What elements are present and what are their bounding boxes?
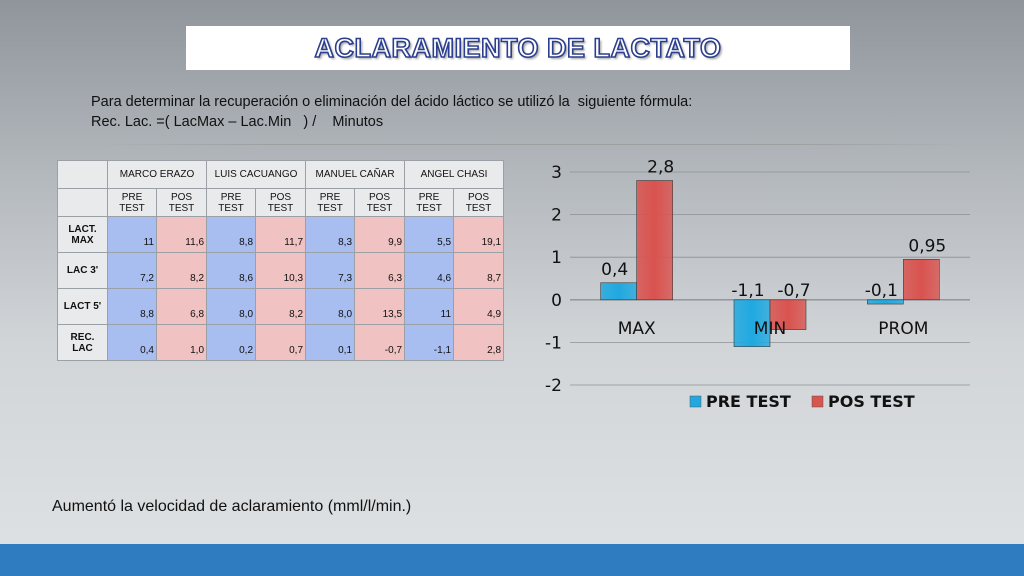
subheader-pre: PRE TEST xyxy=(206,188,257,217)
table-cell: 4,6 xyxy=(404,252,455,289)
subheader-pre: PRE TEST xyxy=(305,188,356,217)
athlete-header: ANGEL CHASI xyxy=(404,160,505,189)
category-label: MIN xyxy=(754,319,786,339)
category-label: MAX xyxy=(618,319,656,339)
table-cell: 0,7 xyxy=(255,324,307,361)
formula-line-1: Para determinar la recuperación o elimin… xyxy=(91,94,693,110)
data-label: -0,7 xyxy=(777,281,810,301)
legend-swatch xyxy=(811,395,824,408)
athlete-header: MARCO ERAZO xyxy=(106,160,208,189)
table-cell: 2,8 xyxy=(453,324,505,361)
table-cell: 8,0 xyxy=(305,288,356,325)
athlete-header: MANUEL CAÑAR xyxy=(305,160,406,189)
formula-text: Para determinar la recuperación o elimin… xyxy=(91,92,692,132)
row-label: LACT. MAX xyxy=(57,216,108,253)
table-cell: 8,7 xyxy=(453,252,505,289)
data-label: 2,8 xyxy=(647,158,674,178)
subheader-pos: POS TEST xyxy=(354,188,406,217)
row-label: LAC 3' xyxy=(57,252,108,289)
legend-swatch xyxy=(689,395,702,408)
lactate-table: MARCO ERAZO LUIS CACUANGO MANUEL CAÑAR A… xyxy=(57,160,505,361)
table-cell: 1,0 xyxy=(155,324,208,361)
bottom-bar xyxy=(0,544,1024,576)
data-label: -0,1 xyxy=(865,281,898,301)
table-cell: -0,7 xyxy=(354,324,406,361)
table-cell: 6,3 xyxy=(354,252,406,289)
table-cell: 19,1 xyxy=(453,216,505,253)
subheader-pos: POS TEST xyxy=(155,188,208,217)
table-cell: 4,9 xyxy=(453,288,505,325)
bar-pos-test xyxy=(769,299,807,330)
table-cell: 0,4 xyxy=(107,324,157,361)
row-label: LACT 5' xyxy=(57,288,108,325)
y-tick-label: 2 xyxy=(551,206,562,226)
table-cell: -1,1 xyxy=(404,324,455,361)
table-cell: 8,8 xyxy=(206,216,257,253)
table-cell: 8,6 xyxy=(206,252,257,289)
table-cell: 11 xyxy=(404,288,455,325)
subheader-pos: POS TEST xyxy=(453,188,505,217)
table-row: REC. LAC 0,4 1,0 0,2 0,7 0,1 -0,7 -1,1 2… xyxy=(57,324,505,361)
table-cell: 8,2 xyxy=(155,252,208,289)
table-cell: 8,3 xyxy=(305,216,356,253)
table-header-row: MARCO ERAZO LUIS CACUANGO MANUEL CAÑAR A… xyxy=(57,160,505,189)
bar-pos-test xyxy=(903,259,940,301)
data-label: 0,95 xyxy=(908,236,946,256)
y-tick-label: -1 xyxy=(545,333,562,353)
y-tick-label: -2 xyxy=(545,376,562,396)
subheader-pre: PRE TEST xyxy=(107,188,157,217)
table-cell: 10,3 xyxy=(255,252,307,289)
table-corner xyxy=(57,188,108,217)
athlete-header: LUIS CACUANGO xyxy=(206,160,307,189)
table-cell: 6,8 xyxy=(155,288,208,325)
table-cell: 8,0 xyxy=(206,288,257,325)
y-tick-label: 0 xyxy=(551,291,562,311)
table-cell: 11,6 xyxy=(155,216,208,253)
bar-pre-test xyxy=(600,282,637,301)
table-cell: 0,2 xyxy=(206,324,257,361)
y-tick-label: 1 xyxy=(551,248,562,268)
table-cell: 5,5 xyxy=(404,216,455,253)
category-label: PROM xyxy=(878,319,928,339)
legend-label: POS TEST xyxy=(828,392,915,411)
slide-title: ACLARAMIENTO DE LACTATO xyxy=(314,32,722,64)
table-cell: 13,5 xyxy=(354,288,406,325)
bar-pre-test xyxy=(733,299,771,347)
bar-pre-test xyxy=(867,299,904,305)
table-cell: 7,3 xyxy=(305,252,356,289)
table-row: LAC 3' 7,2 8,2 8,6 10,3 7,3 6,3 4,6 8,7 xyxy=(57,252,505,289)
data-label: -1,1 xyxy=(731,281,764,301)
subheader-pos: POS TEST xyxy=(255,188,307,217)
table-cell: 11 xyxy=(107,216,157,253)
table-corner xyxy=(57,160,108,189)
formula-line-2: Rec. Lac. =( LacMax – Lac.Min ) / Minuto… xyxy=(91,114,384,130)
table-row: LACT 5' 8,8 6,8 8,0 8,2 8,0 13,5 11 4,9 xyxy=(57,288,505,325)
table-cell: 8,8 xyxy=(107,288,157,325)
table-row: LACT. MAX 11 11,6 8,8 11,7 8,3 9,9 5,5 1… xyxy=(57,216,505,253)
title-box: ACLARAMIENTO DE LACTATO xyxy=(186,26,850,70)
footer-note: Aumentó la velocidad de aclaramiento (mm… xyxy=(52,498,412,515)
bar-pos-test xyxy=(636,180,673,301)
table-subheader-row: PRE TEST POS TEST PRE TEST POS TEST PRE … xyxy=(57,188,505,217)
bar-chart: 3 2 1 0 -1 -2 0,4 2,8 MAX -1,1 -0,7 MIN -0,1 0,95 PROM… xyxy=(545,158,970,411)
table-cell: 9,9 xyxy=(354,216,406,253)
table-cell: 7,2 xyxy=(107,252,157,289)
subheader-pre: PRE TEST xyxy=(404,188,455,217)
table-cell: 11,7 xyxy=(255,216,307,253)
y-tick-label: 3 xyxy=(551,163,562,183)
legend-label: PRE TEST xyxy=(706,392,791,411)
data-label: 0,4 xyxy=(601,260,628,280)
table-cell: 8,2 xyxy=(255,288,307,325)
divider xyxy=(100,144,965,145)
table-cell: 0,1 xyxy=(305,324,356,361)
row-label: REC. LAC xyxy=(57,324,108,361)
